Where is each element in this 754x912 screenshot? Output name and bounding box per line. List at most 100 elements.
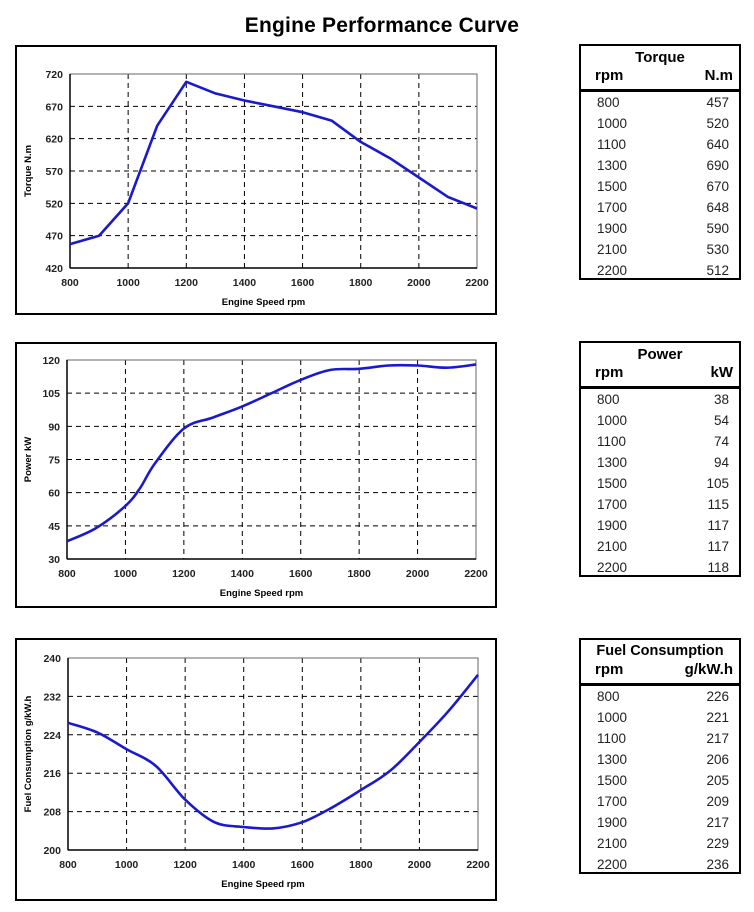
x-tick-label: 800 xyxy=(59,859,77,871)
cell-rpm: 1700 xyxy=(597,200,628,215)
x-tick-label: 2000 xyxy=(407,277,431,289)
x-tick-label: 1000 xyxy=(116,277,140,289)
table-row: 800 226 xyxy=(581,686,739,707)
x-tick-label: 2200 xyxy=(466,859,490,871)
fuel-chart: 800 1000 1200 1400 1600 1800 2000 2200 200 208 216… xyxy=(23,653,490,890)
cell-value: 117 xyxy=(707,539,729,554)
cell-value: 226 xyxy=(706,689,729,704)
y-tick-label: 232 xyxy=(43,691,61,703)
table-row: 1500 105 xyxy=(581,473,739,494)
cell-value: 105 xyxy=(706,476,729,491)
y-axis-label: Fuel Consumption g/kW.h xyxy=(23,695,34,812)
y-tick-label: 30 xyxy=(48,554,60,566)
table-row: 1900 217 xyxy=(581,812,739,833)
cell-rpm: 2100 xyxy=(597,539,628,554)
cell-rpm: 2200 xyxy=(597,857,628,872)
table-header: Fuel Consumption rpm g/kW.h xyxy=(581,640,739,686)
x-tick-label: 1600 xyxy=(291,859,315,871)
cell-rpm: 1000 xyxy=(597,116,628,131)
y-tick-label: 60 xyxy=(48,488,60,500)
cell-rpm: 2200 xyxy=(597,263,628,278)
table-row: 2100 229 xyxy=(581,833,739,854)
y-tick-label: 105 xyxy=(42,388,60,400)
table-row: 1300 206 xyxy=(581,749,739,770)
x-tick-label: 1400 xyxy=(233,277,257,289)
plot-area xyxy=(66,359,477,560)
cell-rpm: 800 xyxy=(597,95,620,110)
column-header-rpm: rpm xyxy=(595,661,624,678)
y-tick-label: 470 xyxy=(45,231,63,243)
cell-rpm: 2100 xyxy=(597,242,628,257)
cell-value: 117 xyxy=(707,518,729,533)
cell-value: 115 xyxy=(707,497,729,512)
y-tick-label: 570 xyxy=(45,166,63,178)
table-title: Torque xyxy=(635,49,685,66)
table-row: 1900 590 xyxy=(581,218,739,239)
cell-rpm: 2200 xyxy=(597,560,628,575)
cell-rpm: 1900 xyxy=(597,815,628,830)
x-tick-label: 1800 xyxy=(347,568,371,580)
table-row: 2200 512 xyxy=(581,260,739,281)
cell-rpm: 1500 xyxy=(597,179,628,194)
y-tick-label: 520 xyxy=(45,198,63,210)
fuel-curve xyxy=(67,673,480,830)
cell-value: 236 xyxy=(706,857,729,872)
cell-rpm: 1500 xyxy=(597,476,628,491)
table-row: 1300 690 xyxy=(581,155,739,176)
power-curve xyxy=(66,363,477,543)
table-header: Power rpm kW xyxy=(581,343,739,389)
y-tick-label: 216 xyxy=(43,768,61,780)
cell-rpm: 1300 xyxy=(597,158,628,173)
cell-value: 217 xyxy=(706,815,729,830)
x-tick-label: 1800 xyxy=(349,277,373,289)
table-row: 1100 217 xyxy=(581,728,739,749)
x-tick-label: 800 xyxy=(61,277,79,289)
table-row: 2100 117 xyxy=(581,536,739,557)
table-title: Power xyxy=(637,346,683,363)
table-row: 1500 205 xyxy=(581,770,739,791)
cell-value: 640 xyxy=(706,137,729,152)
table-row: 800 38 xyxy=(581,389,739,410)
cell-value: 670 xyxy=(706,179,729,194)
cell-rpm: 1900 xyxy=(597,221,628,236)
cell-value: 206 xyxy=(706,752,729,767)
torque-chart-panel: 800 1000 1200 1400 1600 1800 2000 2200 420 470 520… xyxy=(15,45,497,315)
column-header-unit: N.m xyxy=(704,67,733,84)
table-row: 1700 648 xyxy=(581,197,739,218)
cell-value: 512 xyxy=(706,263,729,278)
cell-rpm: 1900 xyxy=(597,518,628,533)
y-tick-label: 208 xyxy=(43,807,61,819)
table-row: 1000 54 xyxy=(581,410,739,431)
cell-value: 209 xyxy=(706,794,729,809)
cell-rpm: 1000 xyxy=(597,710,628,725)
x-tick-label: 1200 xyxy=(175,277,199,289)
power-chart: 800 1000 1200 1400 1600 1800 2000 2200 30 45 60 75 9… xyxy=(23,355,488,599)
y-tick-label: 240 xyxy=(43,653,61,665)
table-row: 1000 520 xyxy=(581,113,739,134)
cell-value: 94 xyxy=(713,455,729,470)
torque-chart: 800 1000 1200 1400 1600 1800 2000 2200 420 470 520… xyxy=(23,69,489,308)
cell-value: 229 xyxy=(706,836,729,851)
x-tick-label: 1800 xyxy=(349,859,373,871)
y-tick-label: 620 xyxy=(45,134,63,146)
torque-table: Torque rpm N.m 800 457 1000 520 1100 640 1300 690 1… xyxy=(579,44,741,280)
y-tick-label: 720 xyxy=(45,69,63,81)
cell-value: 205 xyxy=(706,773,729,788)
cell-value: 690 xyxy=(706,158,729,173)
cell-value: 54 xyxy=(713,413,729,428)
cell-value: 118 xyxy=(707,560,729,575)
column-header-rpm: rpm xyxy=(595,364,624,381)
y-tick-label: 670 xyxy=(45,101,63,113)
torque-curve xyxy=(69,80,478,246)
power-table: Power rpm kW 800 38 1000 54 1100 74 1300 94 1500 105… xyxy=(579,341,741,577)
table-row: 1300 94 xyxy=(581,452,739,473)
table-header: Torque rpm N.m xyxy=(581,46,739,92)
cell-rpm: 1100 xyxy=(597,137,627,152)
x-tick-label: 1200 xyxy=(172,568,196,580)
cell-rpm: 800 xyxy=(597,689,620,704)
cell-value: 648 xyxy=(706,200,729,215)
x-tick-label: 1600 xyxy=(291,277,315,289)
table-title: Fuel Consumption xyxy=(596,643,724,659)
cell-value: 74 xyxy=(713,434,729,449)
cell-value: 530 xyxy=(706,242,729,257)
